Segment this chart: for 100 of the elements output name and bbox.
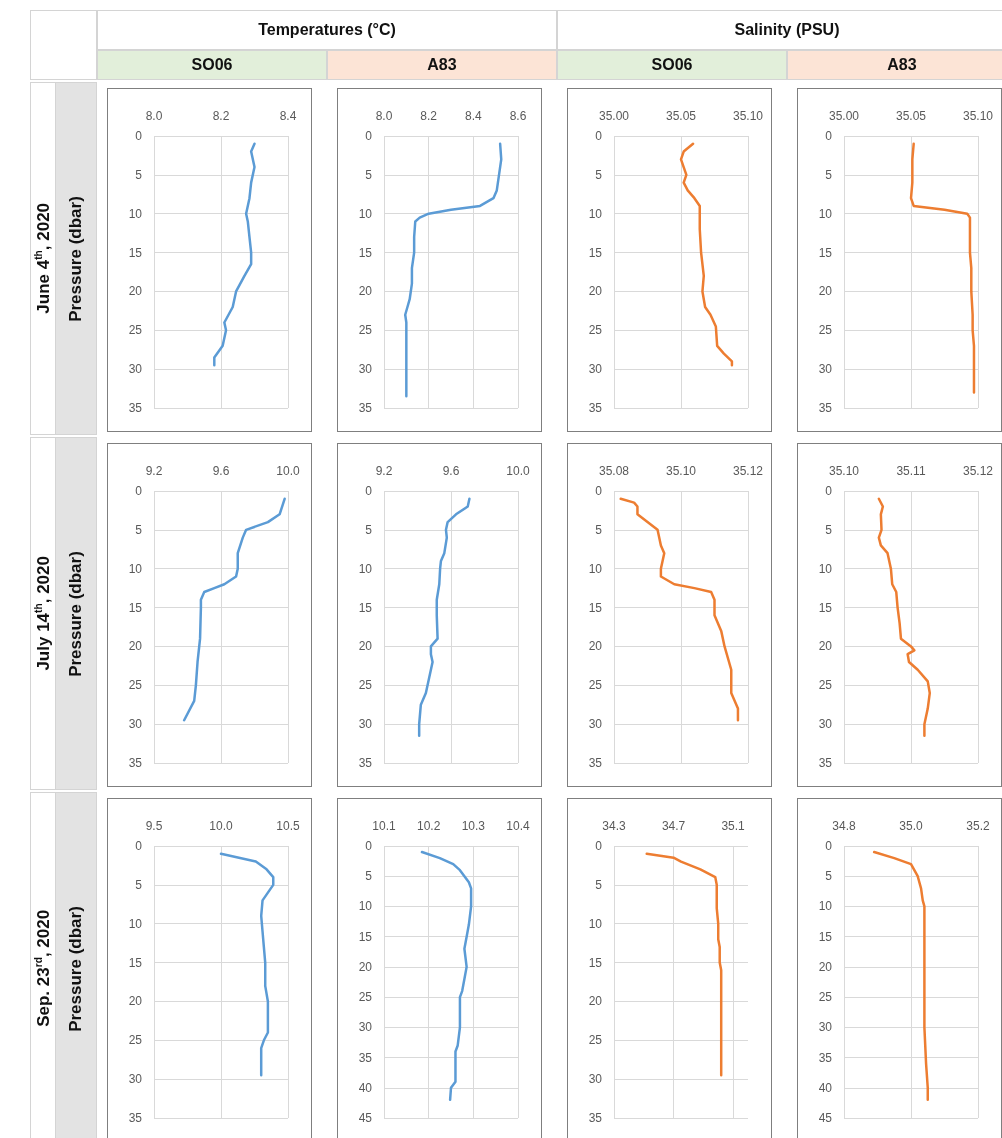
y-tick-label: 5 xyxy=(595,877,603,892)
x-tick-label: 35.10 xyxy=(962,109,994,123)
y-tick-label: 30 xyxy=(588,362,603,377)
x-tick-label: 35.00 xyxy=(828,109,860,123)
y-tick-label: 20 xyxy=(358,284,373,299)
y-tick-label: 15 xyxy=(358,245,373,260)
y-tick-label: 5 xyxy=(135,167,143,182)
y-tick-label: 15 xyxy=(588,600,603,615)
y-tick-label: 5 xyxy=(825,522,833,537)
y-tick-label: 10 xyxy=(128,916,143,931)
y-tick-label: 15 xyxy=(588,245,603,260)
x-tick-label: 8.4 xyxy=(464,109,482,123)
y-tick-label: 15 xyxy=(818,245,833,260)
y-tick-label: 10 xyxy=(588,206,603,221)
y-tick-label: 25 xyxy=(128,1033,143,1048)
y-tick-label: 10 xyxy=(128,561,143,576)
x-tick-label: 34.8 xyxy=(832,819,856,833)
x-tick-label: 35.05 xyxy=(665,109,697,123)
y-tick-label: 25 xyxy=(588,1033,603,1048)
y-tick-label: 25 xyxy=(818,678,833,693)
line-series xyxy=(420,850,473,1102)
y-tick-label: 35 xyxy=(358,401,373,415)
y-tick-label: 25 xyxy=(818,990,833,1005)
y-tick-label: 15 xyxy=(588,955,603,970)
y-tick-label: 25 xyxy=(128,323,143,338)
chart-subtitle: SO06 xyxy=(557,50,787,80)
y-tick-label: 30 xyxy=(588,717,603,732)
x-tick-label: 35.12 xyxy=(732,464,764,478)
x-tick-label: 35.11 xyxy=(896,464,926,478)
y-tick-label: 40 xyxy=(358,1080,373,1095)
y-tick-label: 30 xyxy=(128,717,143,732)
y-tick-label: 20 xyxy=(358,959,373,974)
y-tick-label: 30 xyxy=(818,1020,833,1035)
y-tick-label: 20 xyxy=(588,639,603,654)
y-axis-title: Pressure (dbar) xyxy=(66,550,86,677)
y-tick-label: 35 xyxy=(128,756,143,770)
y-tick-label: 45 xyxy=(358,1111,373,1125)
y-tick-label: 25 xyxy=(358,678,373,693)
x-tick-label: 8.0 xyxy=(145,109,163,123)
y-tick-label: 25 xyxy=(588,678,603,693)
y-tick-label: 25 xyxy=(128,678,143,693)
line-series xyxy=(872,850,929,1102)
y-tick-label: 10 xyxy=(358,899,373,914)
chart-subtitle: A83 xyxy=(787,50,1002,80)
y-tick-label: 15 xyxy=(818,929,833,944)
line-series xyxy=(909,142,976,394)
x-tick-label: 8.2 xyxy=(420,109,438,123)
text: Temperatures (°C) xyxy=(97,10,557,50)
x-tick-label: 35.00 xyxy=(598,109,630,123)
y-tick-label: 35 xyxy=(358,1050,373,1065)
y-tick-label: 30 xyxy=(358,717,373,732)
line-series xyxy=(182,497,286,722)
y-tick-label: 20 xyxy=(588,994,603,1009)
x-tick-label: 9.2 xyxy=(145,464,163,478)
y-tick-label: 25 xyxy=(818,323,833,338)
y-tick-label: 30 xyxy=(358,1020,373,1035)
y-tick-label: 5 xyxy=(135,877,143,892)
y-axis-title: Pressure (dbar) xyxy=(66,195,86,322)
y-tick-label: 0 xyxy=(135,129,143,143)
x-tick-label: 10.3 xyxy=(461,819,486,833)
y-tick-label: 0 xyxy=(135,839,143,853)
line-series xyxy=(403,142,503,398)
y-tick-label: 5 xyxy=(365,167,373,182)
x-tick-label: 34.3 xyxy=(602,819,626,833)
y-tick-label: 0 xyxy=(595,484,603,498)
x-tick-label: 35.10 xyxy=(665,464,697,478)
y-tick-label: 25 xyxy=(358,990,373,1005)
x-tick-label: 35.2 xyxy=(966,819,990,833)
y-tick-label: 35 xyxy=(358,756,373,770)
y-tick-label: 15 xyxy=(358,600,373,615)
y-tick-label: 20 xyxy=(588,284,603,299)
y-tick-label: 35 xyxy=(128,401,143,415)
y-tick-label: 5 xyxy=(365,869,373,884)
x-tick-label: 8.0 xyxy=(375,109,393,123)
x-tick-label: 35.10 xyxy=(828,464,860,478)
y-tick-label: 25 xyxy=(358,323,373,338)
y-tick-label: 35 xyxy=(818,1050,833,1065)
y-axis-title: Pressure (dbar) xyxy=(66,905,86,1032)
y-tick-label: 25 xyxy=(588,323,603,338)
y-tick-label: 10 xyxy=(818,561,833,576)
y-tick-label: 20 xyxy=(358,639,373,654)
y-tick-label: 10 xyxy=(358,561,373,576)
x-tick-label: 34.7 xyxy=(661,819,686,833)
y-tick-label: 0 xyxy=(135,484,143,498)
x-tick-label: 10.4 xyxy=(506,819,530,833)
y-tick-label: 5 xyxy=(825,167,833,182)
y-tick-label: 0 xyxy=(365,839,373,853)
y-tick-label: 10 xyxy=(588,561,603,576)
y-tick-label: 30 xyxy=(818,717,833,732)
x-tick-label: 8.2 xyxy=(212,109,230,123)
y-tick-label: 20 xyxy=(128,639,143,654)
y-tick-label: 35 xyxy=(588,1111,603,1125)
x-tick-label: 10.0 xyxy=(506,464,530,478)
x-tick-label: 35.10 xyxy=(732,109,764,123)
y-tick-label: 10 xyxy=(128,206,143,221)
y-tick-label: 35 xyxy=(818,756,833,770)
y-tick-label: 35 xyxy=(588,401,603,415)
x-tick-label: 35.12 xyxy=(962,464,994,478)
y-tick-label: 10 xyxy=(588,916,603,931)
y-tick-label: 0 xyxy=(365,484,373,498)
